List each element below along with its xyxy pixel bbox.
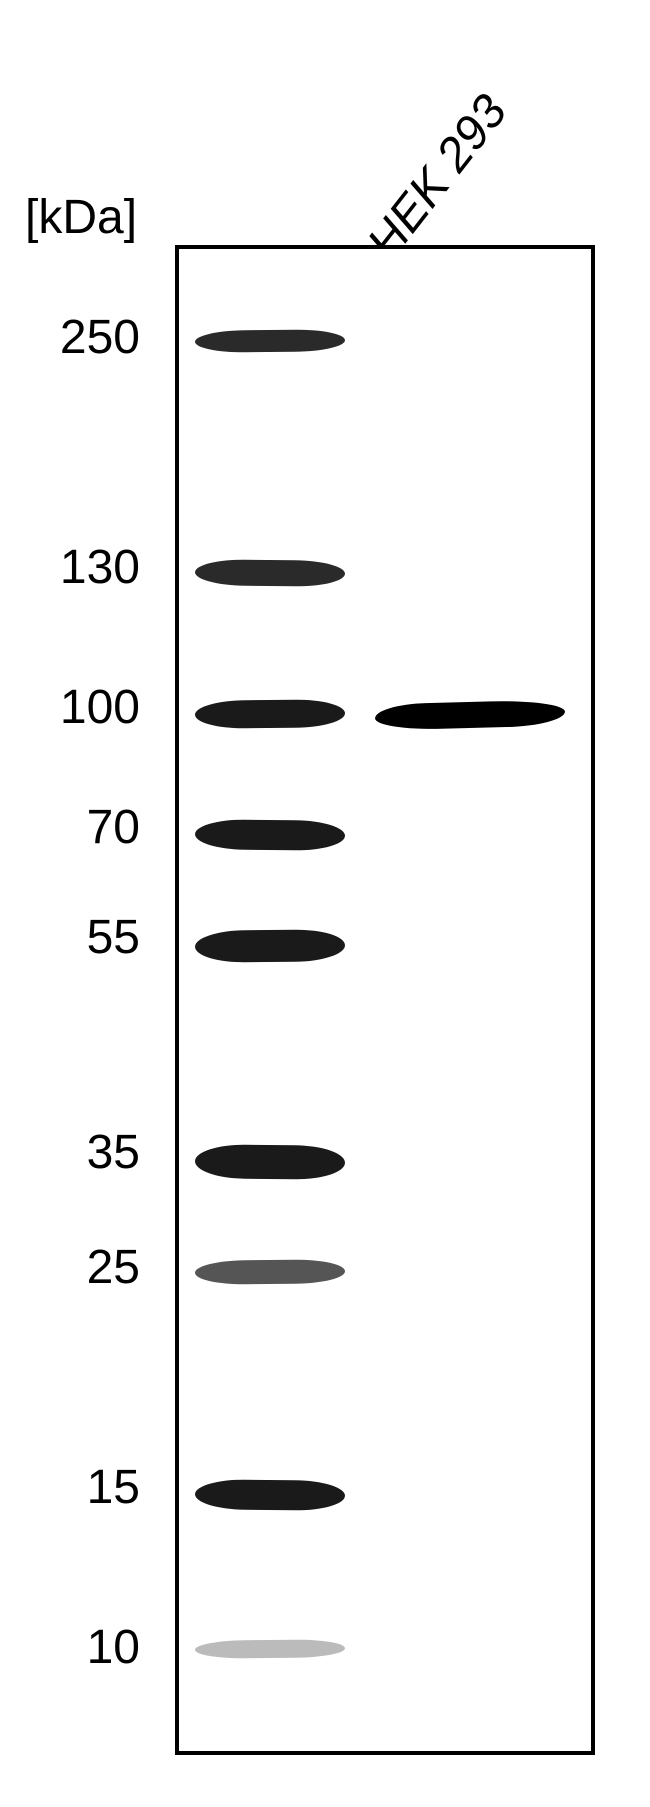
ladder-band — [195, 1639, 345, 1659]
mw-label: 10 — [40, 1620, 140, 1675]
western-blot-figure: [kDa] HEK 293 250 130 100 70 55 35 25 15 10 — [0, 0, 650, 1807]
kda-unit-label: [kDa] — [25, 190, 137, 245]
ladder-band — [195, 699, 345, 729]
ladder-band — [195, 1259, 345, 1285]
sample-lane-label: HEK 293 — [357, 85, 519, 270]
mw-label: 55 — [40, 910, 140, 965]
ladder-band — [195, 329, 345, 353]
ladder-band — [195, 819, 345, 851]
mw-label: 70 — [40, 800, 140, 855]
mw-label: 35 — [40, 1125, 140, 1180]
mw-label: 130 — [40, 540, 140, 595]
ladder-band — [195, 1144, 345, 1180]
mw-label: 25 — [40, 1240, 140, 1295]
ladder-band — [195, 929, 345, 963]
mw-label: 100 — [40, 680, 140, 735]
ladder-band — [195, 1479, 345, 1511]
ladder-band — [195, 559, 345, 587]
blot-membrane-frame — [175, 245, 595, 1755]
mw-label: 250 — [40, 310, 140, 365]
mw-label: 15 — [40, 1460, 140, 1515]
